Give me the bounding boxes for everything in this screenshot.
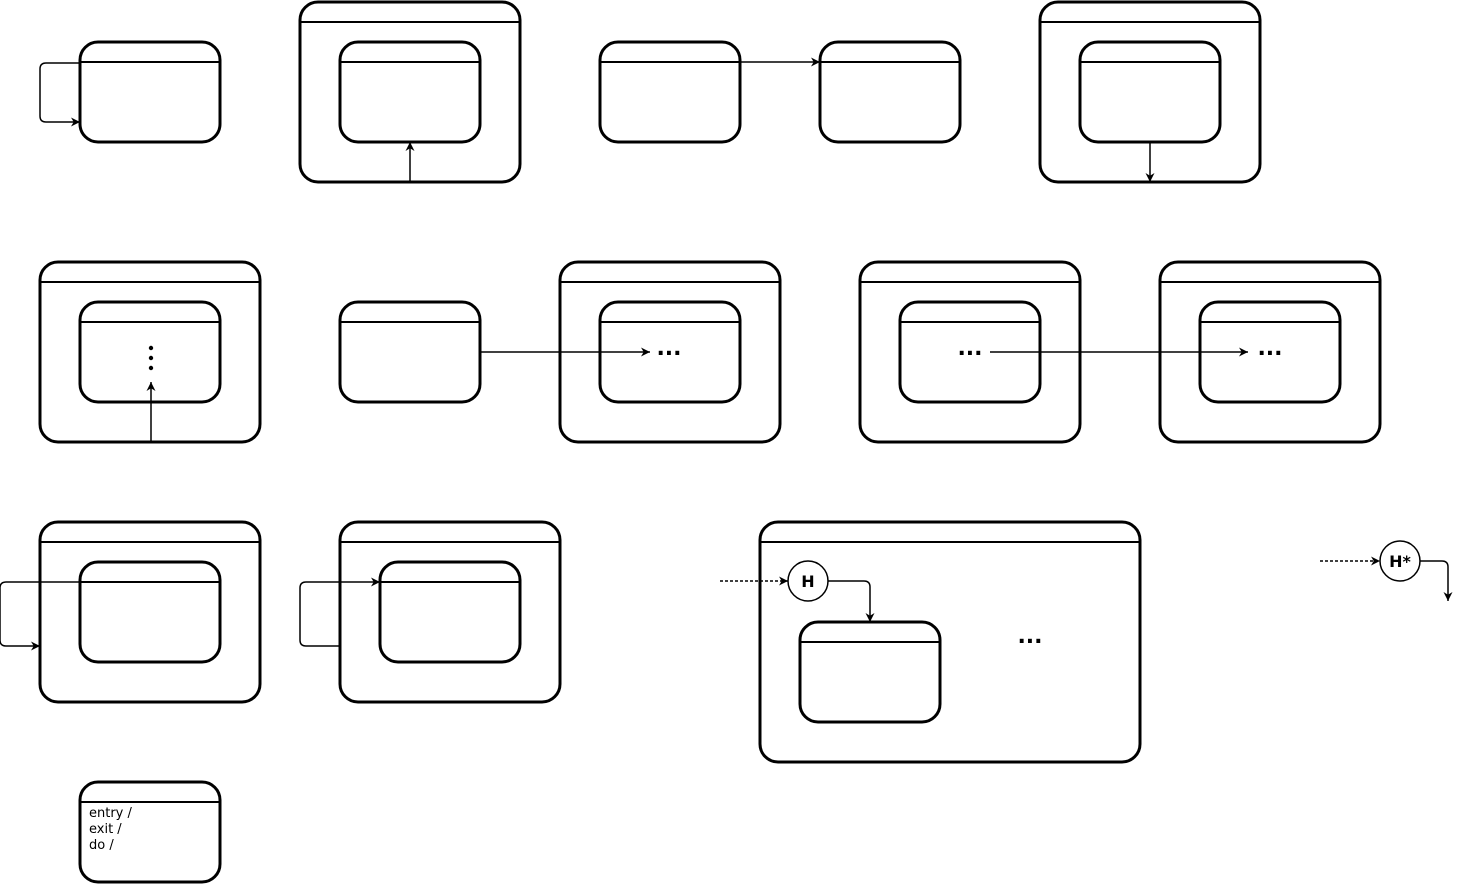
transition-into-nested-example: ...: [338, 260, 782, 444]
transition-arrow[interactable]: [299, 577, 380, 647]
vertical-ellipsis-dot: [148, 345, 154, 351]
substate[interactable]: [78, 300, 222, 404]
substate[interactable]: [1078, 40, 1222, 144]
deep-history-label: H*: [1389, 552, 1411, 571]
simple-transition-example: [598, 40, 962, 144]
substate[interactable]: [78, 560, 222, 664]
shallow-history-label: H: [801, 572, 814, 591]
self-transition-arrow[interactable]: [0, 581, 220, 651]
source-state[interactable]: [338, 300, 482, 404]
state-with-internal-activities[interactable]: [78, 780, 222, 884]
state[interactable]: [78, 40, 222, 144]
default-history-transition-arrow[interactable]: [828, 580, 875, 622]
composite-to-substate-example: [298, 0, 522, 184]
vertical-ellipsis-dot: [148, 355, 154, 361]
external-entry-transition-example: [299, 520, 562, 704]
ellipsis: ...: [656, 336, 681, 361]
vertical-ellipsis-dot: [148, 365, 154, 371]
nested-to-nested-example: ... ...: [858, 260, 1382, 444]
composite-self-transition-example: [0, 520, 262, 704]
self-transition-example: [39, 40, 222, 144]
ellipsis: ...: [957, 336, 982, 361]
ellipsis: ...: [1257, 336, 1282, 361]
shallow-history-example: ... H: [720, 520, 1142, 764]
source-state[interactable]: [598, 40, 742, 144]
substate[interactable]: [798, 620, 942, 724]
ellipsis: ...: [1017, 624, 1042, 649]
substate[interactable]: [338, 40, 482, 144]
exit-activity: exit /: [89, 822, 122, 837]
substate[interactable]: [378, 560, 522, 664]
self-transition-arrow[interactable]: [39, 62, 80, 127]
default-history-transition-arrow[interactable]: [1420, 560, 1453, 601]
nested-entry-example: [38, 260, 262, 444]
deep-history-example: H*: [1320, 540, 1453, 601]
internal-activities-example: entry / exit / do /: [78, 780, 222, 884]
substate-to-composite-example: [1038, 0, 1262, 184]
target-state[interactable]: [818, 40, 962, 144]
do-activity: do /: [89, 838, 114, 853]
entry-activity: entry /: [89, 806, 133, 821]
